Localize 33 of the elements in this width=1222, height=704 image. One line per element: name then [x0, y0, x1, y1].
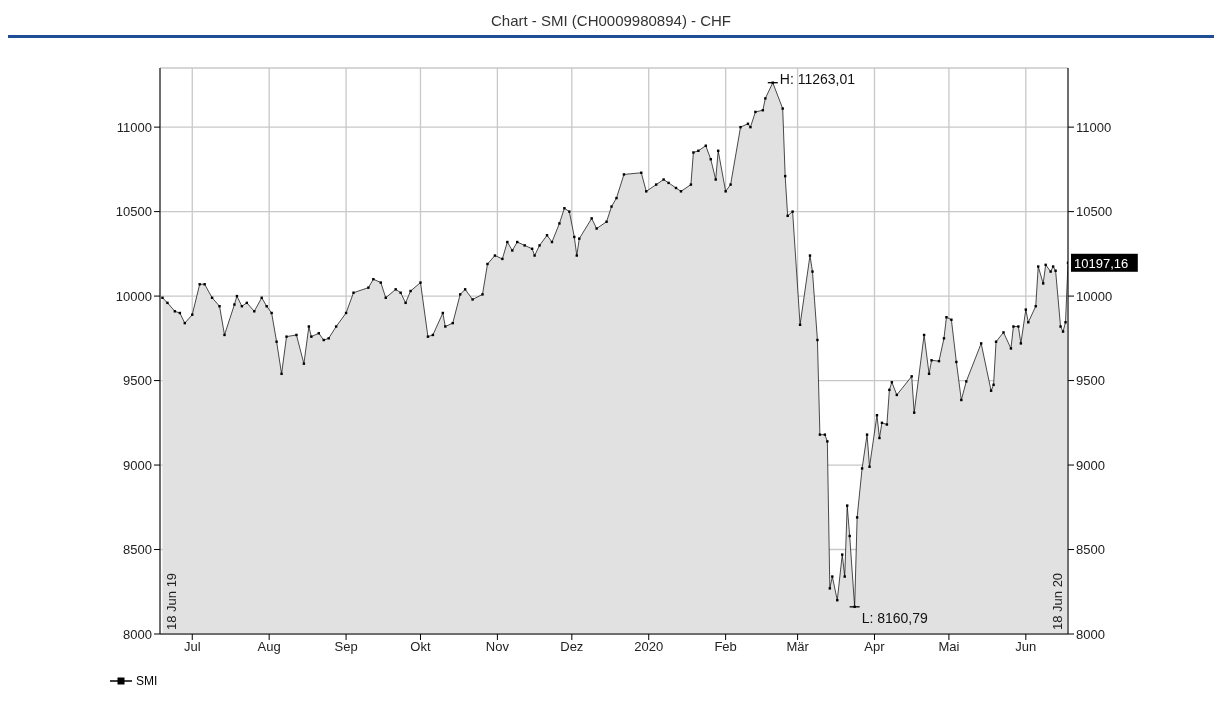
- x-tick-label: Jun: [1015, 639, 1037, 655]
- x-tick-label: Apr: [864, 639, 886, 655]
- y-tick-label: 9500: [123, 373, 152, 389]
- y-tick-label: 8000: [123, 626, 152, 642]
- annotation: L: 8160,79: [861, 609, 929, 626]
- y2-tick-label: 9500: [1076, 373, 1105, 389]
- y2-tick-label: 8000: [1076, 626, 1105, 642]
- y-tick-label: 10500: [115, 204, 152, 220]
- x-tick-label: Mai: [938, 639, 960, 655]
- y2-tick-label: 10500: [1076, 204, 1113, 220]
- y2-tick-label: 8500: [1076, 542, 1105, 558]
- chart-title: Chart - SMI (CH0009980894) - CHF: [489, 11, 733, 31]
- y-tick-label: 10000: [115, 288, 152, 304]
- legend-label: SMI: [136, 674, 158, 688]
- x-tick-label: Aug: [257, 639, 281, 655]
- x-tick-label: Okt: [410, 639, 431, 655]
- y-tick-label: 11000: [116, 119, 152, 135]
- y2-tick-label: 9000: [1076, 457, 1105, 473]
- annotation: H: 11263,01: [779, 70, 856, 87]
- annotation: 10197,16: [1074, 255, 1129, 271]
- x-tick-label: Feb: [714, 639, 737, 655]
- annotation: 18 Jun 20: [1050, 572, 1065, 630]
- y2-tick-label: 10000: [1076, 288, 1113, 304]
- y-tick-label: 8500: [123, 542, 152, 558]
- x-tick-label: Nov: [485, 639, 510, 655]
- x-tick-label: Mär: [786, 639, 810, 655]
- y-tick-label: 9000: [123, 457, 152, 473]
- x-tick-label: Jul: [183, 639, 201, 655]
- annotation: 18 Jun 19: [164, 572, 179, 630]
- x-tick-label: Sep: [334, 639, 358, 655]
- x-tick-label: Dez: [560, 639, 584, 655]
- x-tick-label: 2020: [634, 639, 664, 655]
- y2-tick-label: 11000: [1076, 119, 1112, 135]
